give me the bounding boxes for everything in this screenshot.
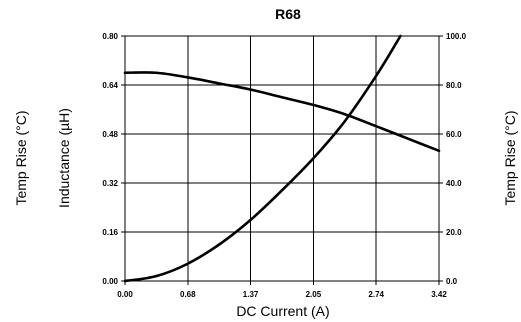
x-tick-label: 2.74 [368,290,384,299]
x-tick-label: 0.68 [180,290,196,299]
x-tick-label: 0.00 [117,290,133,299]
y-left-tick-label: 0.00 [102,277,118,286]
grid [125,36,439,281]
temp-rise-curve [123,34,402,283]
y-axis-label-right: Temp Rise (°C) [502,110,518,205]
y-right-tick-label: 0.0 [446,277,458,286]
chart-title: R68 [275,6,301,22]
y-axis-label-left-inner: Inductance (µH) [56,108,72,208]
y-right-tick-label: 20.0 [446,228,462,237]
y-left-tick-label: 0.48 [102,130,118,139]
y-left-tick-label: 0.32 [102,179,118,188]
y-axis-label-left-outer: Temp Rise (°C) [13,110,29,205]
series-layer [123,34,441,283]
y-left-tick-label: 0.64 [102,81,118,90]
x-axis-label: DC Current (A) [236,303,329,319]
plot-frame [124,35,440,282]
y-right-tick-label: 80.0 [446,81,462,90]
inductance-curve [123,71,441,153]
y-right-tick-label: 60.0 [446,130,462,139]
tick-labels: 0.00 0.68 1.37 2.05 2.74 3.42 0.00 0.16 0.32 0.48… [102,32,466,299]
y-left-tick-label: 0.16 [102,228,118,237]
x-tick-label: 1.37 [243,290,259,299]
y-left-tick-label: 0.80 [102,32,118,41]
x-tick-label: 3.42 [431,290,447,299]
y-right-tick-label: 40.0 [446,179,462,188]
x-tick-label: 2.05 [306,290,322,299]
y-right-tick-label: 100.0 [446,32,467,41]
